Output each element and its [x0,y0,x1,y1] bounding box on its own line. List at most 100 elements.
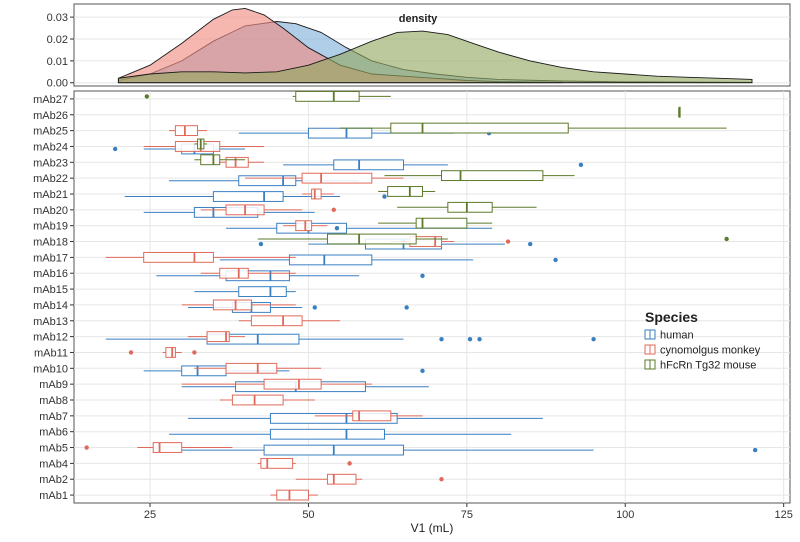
box-outlier-point [112,146,118,152]
category-label: mAb10 [33,363,68,375]
category-label: mAb7 [39,411,68,423]
box-mouse-mAb26 [678,106,681,118]
box-outlier-point [477,336,482,342]
box-cyno-mAb5 [84,442,233,453]
category-label: mAb19 [33,221,68,233]
box-iqr [295,90,360,102]
box-cyno-mAb25 [169,125,208,137]
legend-title: Species [645,309,698,325]
box-iqr [295,220,313,232]
box-outlier-point [591,336,596,342]
density-y-tick-label: 0.00 [47,78,68,90]
category-label: mAb21 [33,189,68,201]
category-label: mAb26 [33,110,68,122]
x-tick-label: 25 [144,509,156,521]
box-human-mAb16 [156,270,425,282]
box-mouse-mAb20 [397,201,537,213]
box-iqr [387,186,423,197]
box-outlier-point [382,194,387,199]
density-y-axis: 0.00 0.01 0.02 0.03 [47,12,74,90]
box-mouse-mAb23 [194,154,246,166]
box-cyno-mAb7 [314,410,423,422]
box-outlier-point [439,336,444,342]
box-outlier-point [258,241,264,247]
box-outlier-point [144,94,150,99]
box-cyno-mAb10 [194,362,322,374]
category-label: mAb13 [33,316,68,328]
category-label: mAb25 [33,126,68,138]
box-iqr [225,156,249,168]
category-label: mAb23 [33,157,68,169]
box-outlier-point [128,350,134,355]
box-outlier-point [192,350,197,355]
box-outlier-point [420,368,425,374]
box-iqr [326,233,417,245]
box-iqr [260,457,294,469]
box-iqr [250,315,303,327]
boxplot-panel: mAb27 mAb26 mAb25 mAb24 mAb23 mAb22 mAb21 mAb20… [33,90,793,535]
box-cyno-mAb17 [105,251,296,263]
box-cyno-mAb11 [128,347,197,358]
box-iqr [269,428,385,440]
box-cyno-mAb12 [188,331,246,343]
box-iqr [152,442,183,453]
box-iqr [276,489,309,501]
category-label: mAb8 [39,395,68,407]
box-mouse-mAb27 [144,90,391,102]
box-human-mAb23 [283,159,584,171]
box-iqr [441,170,544,182]
x-tick-label: 50 [302,509,314,521]
box-cyno-mAb13 [238,315,341,327]
category-label: mAb22 [33,173,68,185]
category-label: mAb27 [33,94,68,106]
box-outlier-point [505,239,511,244]
category-label: mAb4 [39,458,68,470]
box-iqr [238,175,297,187]
box-human-mAb7 [188,412,543,424]
box-iqr [301,172,373,184]
density-curve-mouse [117,30,753,84]
category-label: mAb16 [33,268,68,280]
box-cyno-mAb2 [295,473,444,485]
density-curves [117,7,753,84]
box-outlier-point [439,477,444,482]
category-label: mAb6 [39,427,68,439]
box-iqr [200,154,221,166]
category-label: mAb11 [34,347,68,359]
box-mouse-mAb19 [378,217,493,229]
box-outlier-point [312,305,317,310]
box-iqr [225,362,278,374]
box-iqr [212,191,284,202]
box-iqr [269,412,398,424]
box-iqr [219,267,249,279]
box-outlier-point [334,226,340,231]
box-iqr [390,122,569,134]
box-cyno-mAb16 [200,267,296,279]
box-outlier-point [553,257,558,263]
density-panel: 0.00 0.01 0.02 0.03 density [47,3,791,90]
box-outlier-point [467,336,473,342]
box-iqr [165,347,176,358]
box-cyno-mAb4 [257,457,352,469]
density-title: density [399,13,438,25]
density-y-tick-label: 0.02 [47,34,68,46]
box-iqr [415,217,468,229]
box-human-mAb5 [181,444,758,456]
box-iqr [307,127,373,139]
density-y-tick-label: 0.03 [47,12,68,24]
density-y-tick-label: 0.01 [47,56,68,68]
box-outlier-point [347,461,352,466]
box-cyno-mAb8 [219,394,315,406]
box-outlier-point [724,236,729,242]
box-outlier-point [84,445,89,450]
category-label: mAb1 [39,490,68,502]
legend-label-mouse: hFcRn Tg32 mouse [660,360,756,372]
category-label: mAb5 [39,443,68,455]
box-outlier-point [752,447,758,453]
category-label: mAb24 [33,141,68,153]
category-label: mAb15 [33,284,68,296]
box-mouse-mAb18 [257,233,729,245]
box-human-mAb17 [219,254,558,266]
box-iqr [231,394,284,406]
